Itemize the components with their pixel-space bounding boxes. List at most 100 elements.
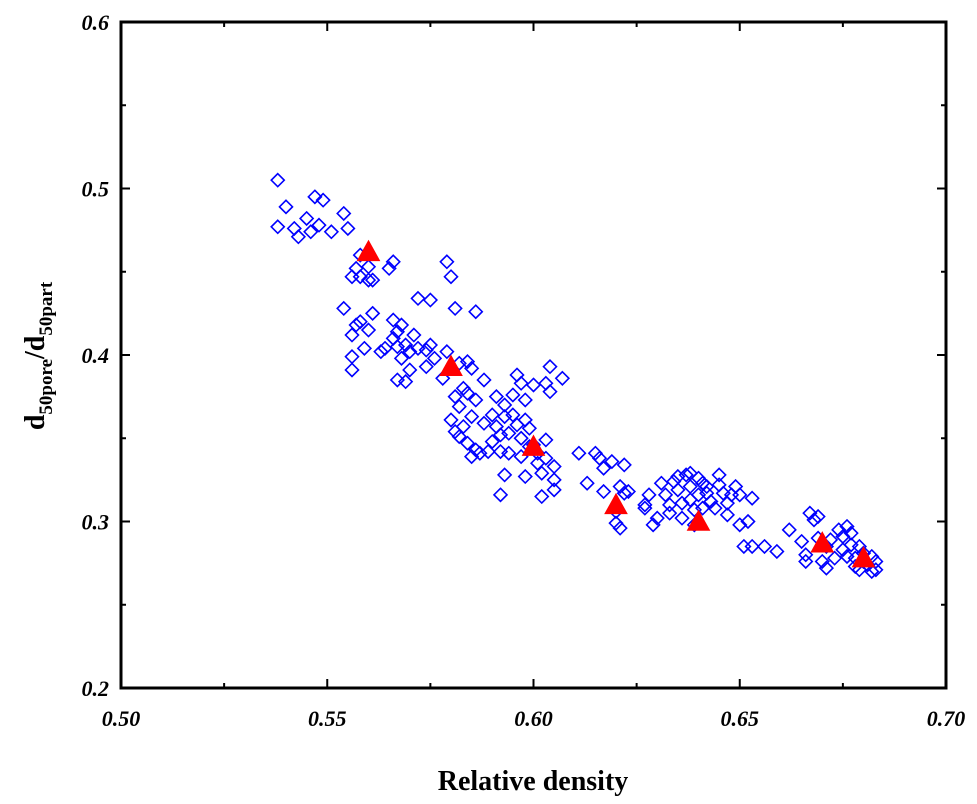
diamond-point [435, 370, 451, 386]
diamond-point [620, 483, 637, 500]
diamond-point [360, 322, 377, 338]
diamond-point [496, 408, 513, 425]
diamond-point [496, 467, 513, 483]
diamond-point [352, 314, 368, 330]
diamond-point [344, 362, 360, 378]
diamond-point [270, 172, 286, 188]
diamond-point [517, 468, 533, 485]
diamond-point [476, 415, 492, 431]
diamond-point [513, 430, 529, 446]
diamond-point [397, 374, 414, 390]
diamond-point [670, 482, 686, 498]
diamond-point [732, 517, 748, 533]
diamond-point [439, 254, 455, 270]
diamond-point [637, 497, 653, 513]
diamond-point [793, 533, 810, 550]
diamond-point [802, 505, 818, 521]
diamond-point [360, 272, 377, 288]
x-tick-label: 0.50 [102, 706, 141, 731]
diamond-point [501, 445, 517, 461]
diamond-point [868, 562, 884, 578]
diamond-point [492, 443, 509, 460]
diamond-point [439, 344, 455, 360]
diamond-point [661, 497, 678, 513]
y-tick-label: 0.3 [82, 510, 110, 535]
diamond-point [472, 445, 488, 461]
diamond-point [744, 490, 760, 506]
diamond-point [377, 340, 393, 356]
diamond-point [492, 487, 509, 503]
diamond-point [534, 488, 550, 505]
diamond-point [868, 553, 884, 570]
diamond-point [534, 465, 550, 481]
diamond-point [604, 453, 620, 470]
diamond-point [637, 500, 653, 516]
diamond-point [843, 537, 859, 553]
diamond-point [356, 340, 373, 356]
diamond-point [422, 292, 439, 308]
triangle-point [686, 509, 711, 531]
diamond-point [451, 398, 467, 415]
diamond-point [612, 478, 628, 495]
diamond-point [521, 420, 538, 436]
diamond-point [546, 458, 562, 475]
diamond-point [484, 407, 500, 423]
diamond-point [616, 457, 632, 473]
diamond-point [385, 254, 401, 270]
diamond-point [389, 324, 406, 340]
diamond-point [744, 538, 760, 555]
diamond-point [422, 337, 439, 353]
diamond-point [406, 327, 422, 343]
diamond-point [686, 502, 703, 518]
diamond-point [864, 563, 880, 580]
triangle-point [810, 531, 835, 553]
diamond-point [769, 543, 785, 560]
triangle-point [521, 434, 546, 456]
diamond-point [736, 538, 752, 555]
diamond-point [303, 224, 319, 240]
diamond-point [463, 408, 480, 425]
diamond-point [649, 510, 665, 526]
y-tick-label: 0.6 [82, 10, 110, 35]
diamond-point [484, 433, 500, 450]
diamond-point [806, 512, 822, 528]
diamond-point [674, 495, 690, 511]
diamond-point [459, 354, 476, 370]
diamond-point [290, 229, 307, 245]
diamond-point [595, 483, 612, 500]
diamond-point [851, 538, 868, 555]
diamond-point [270, 219, 286, 235]
diamond-point [455, 418, 472, 435]
diamond-point [542, 383, 558, 400]
diamond-point [344, 269, 360, 285]
diamond-point [393, 317, 410, 333]
axis-ticks: 0.50 0.55 0.60 0.65 0.70 0.2 0.3 0.4 0.5 0.6 [82, 10, 966, 731]
diamond-point [839, 518, 855, 535]
diamond-point [389, 372, 406, 388]
diamond-point [397, 337, 414, 353]
diamond-point [546, 482, 562, 498]
x-tick-label: 0.65 [721, 706, 760, 731]
data-marks [270, 172, 884, 580]
diamond-point [538, 450, 554, 466]
diamond-point [298, 210, 315, 227]
diamond-point [612, 520, 628, 536]
diamond-point [546, 472, 562, 488]
diamond-point [798, 547, 814, 563]
diamond-point [476, 372, 492, 388]
diamond-point [814, 553, 830, 570]
diamond-point [459, 435, 476, 451]
diamond-point [517, 412, 533, 428]
diamond-point [703, 493, 719, 510]
diamond-point [447, 300, 463, 317]
diamond-point [542, 359, 558, 375]
diamond-point [707, 500, 723, 516]
diamond-point [418, 342, 434, 358]
diamond-point [488, 388, 505, 405]
diamond-point [525, 377, 542, 393]
diamond-point [344, 327, 360, 343]
diamond-point [727, 478, 744, 495]
diamond-point [517, 392, 533, 408]
diamond-point [756, 538, 773, 555]
diamond-point [278, 199, 294, 215]
